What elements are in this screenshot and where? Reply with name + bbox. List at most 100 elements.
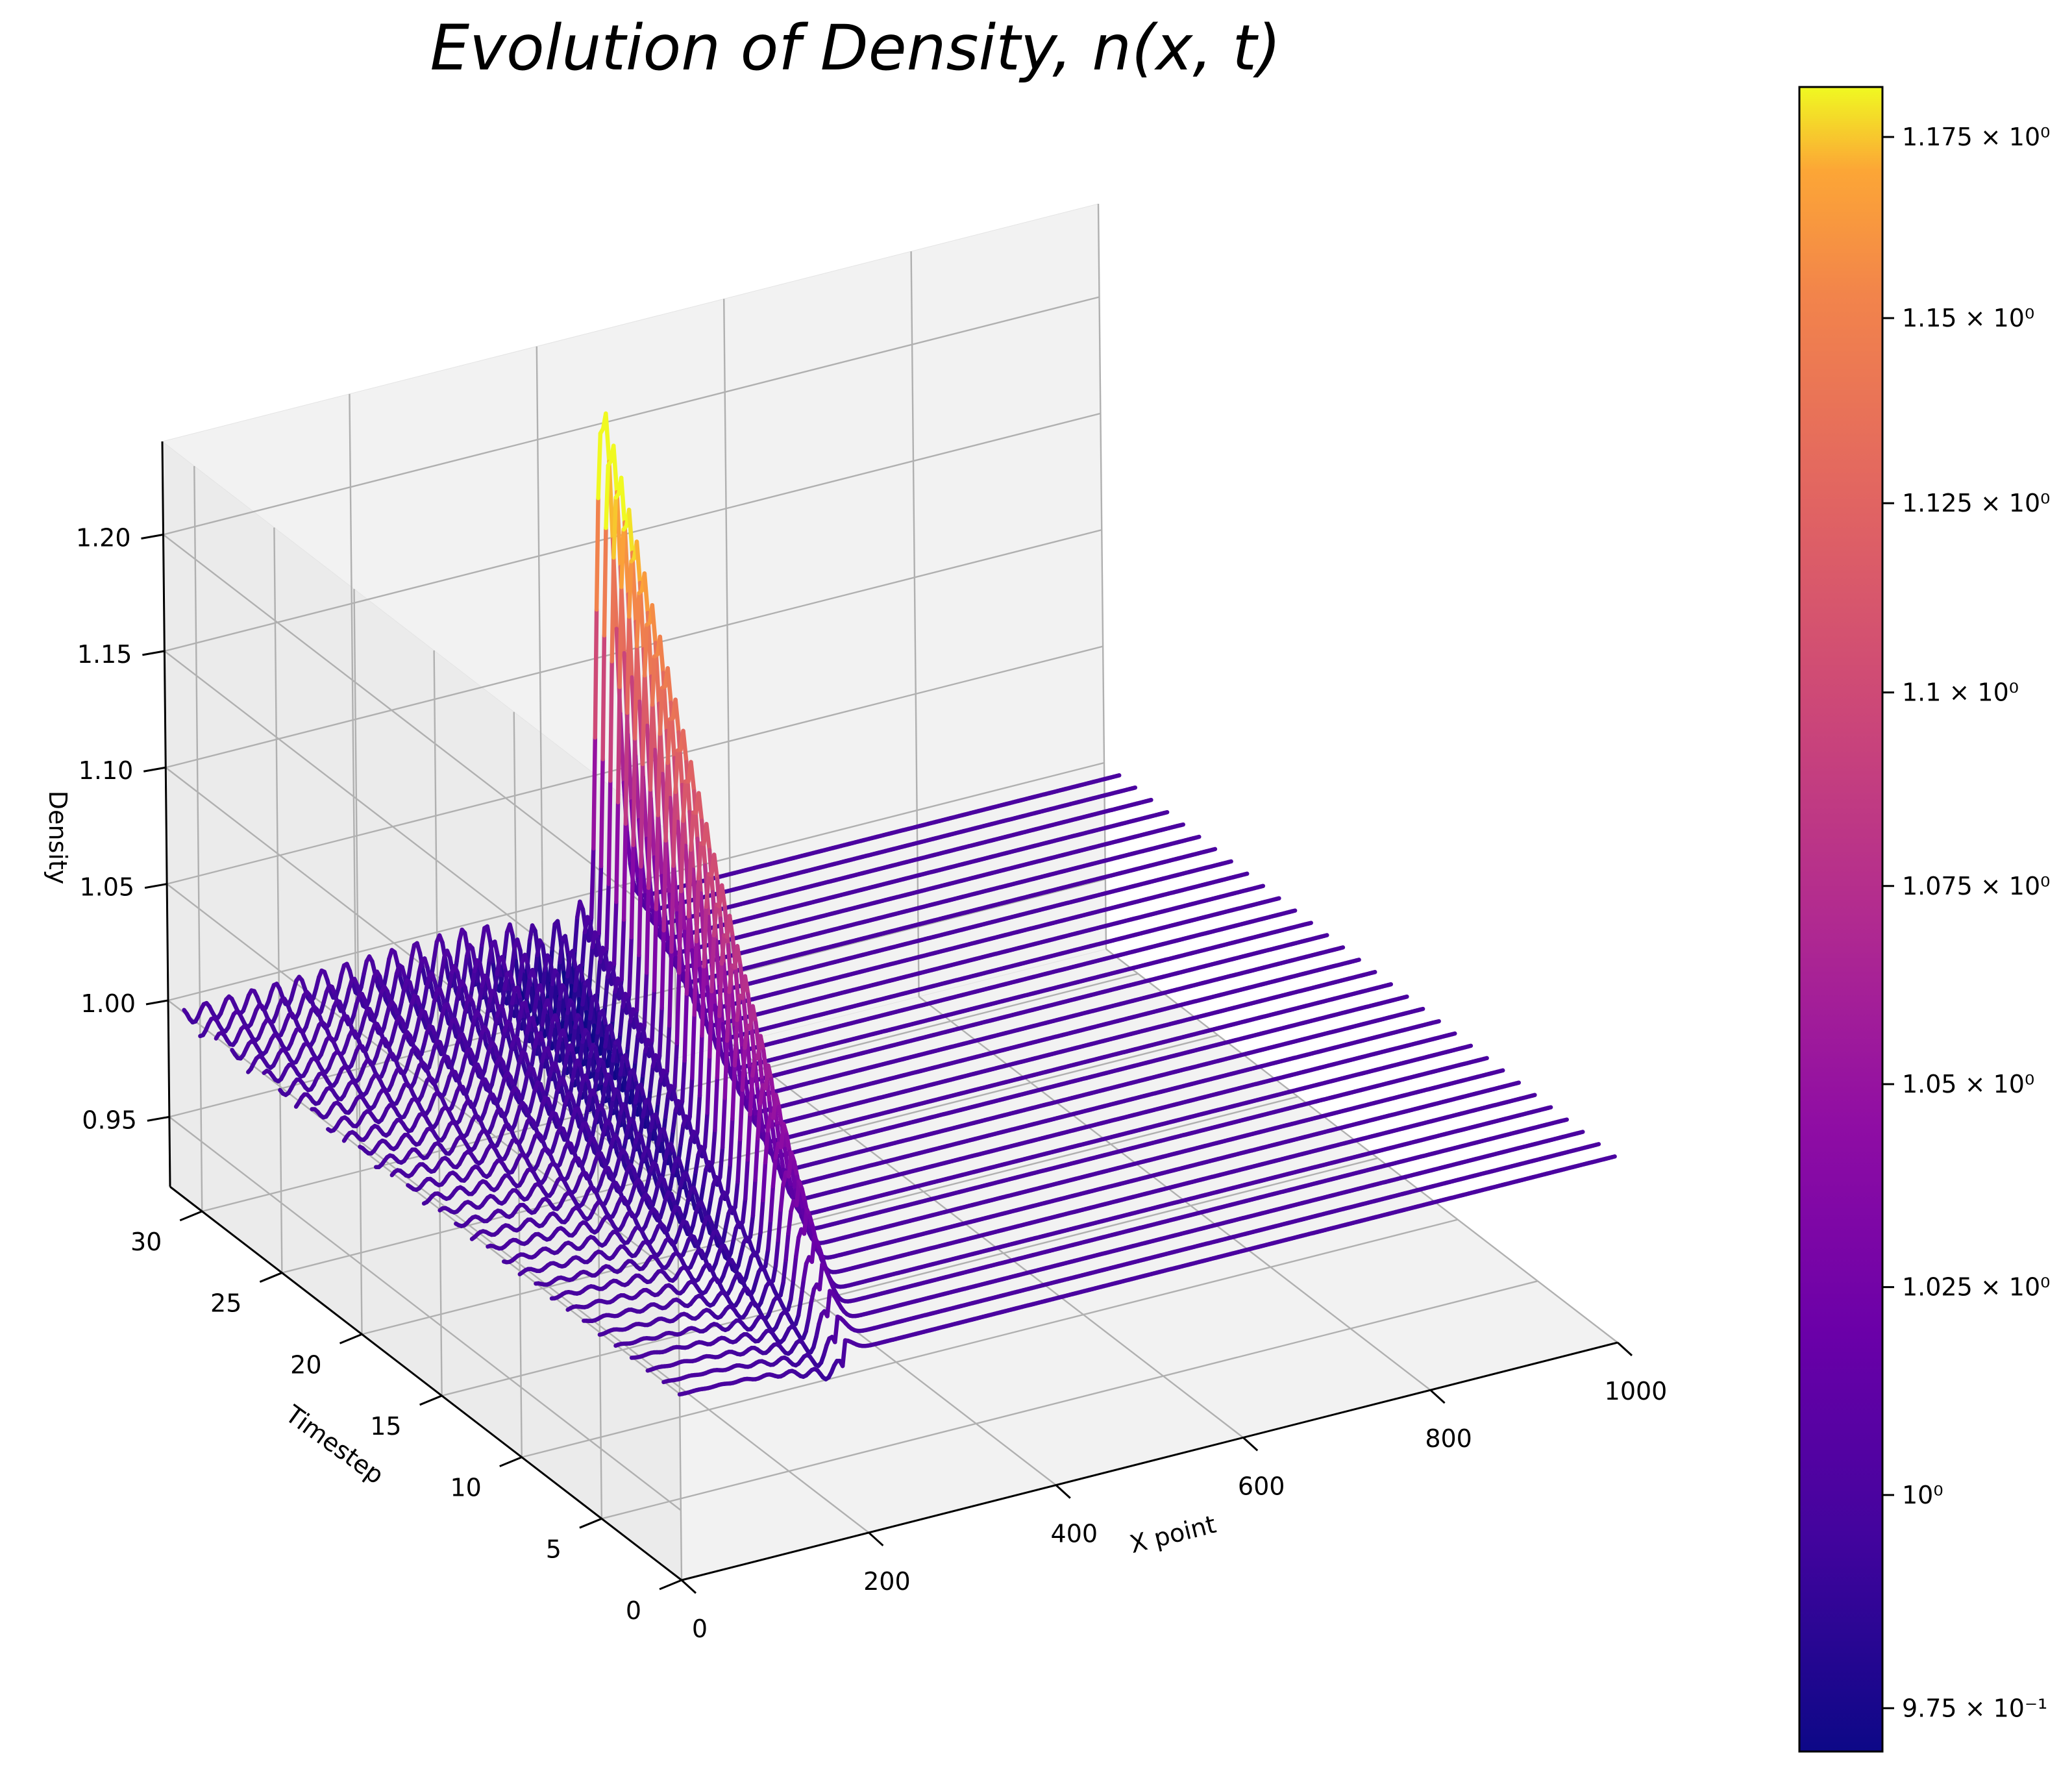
series-segment xyxy=(422,985,429,1005)
series-segment xyxy=(618,1055,625,1077)
series-segment xyxy=(391,971,399,990)
series-segment xyxy=(366,985,374,1003)
series-segment xyxy=(634,539,643,586)
series-segment xyxy=(507,1043,515,1062)
series-segment xyxy=(437,1014,444,1032)
series-segment xyxy=(678,819,685,893)
series-segment xyxy=(598,757,605,869)
series-segment xyxy=(676,889,684,975)
series-segment xyxy=(432,939,439,961)
gridline xyxy=(356,1138,870,1533)
series-segment xyxy=(692,939,699,1017)
series-segment xyxy=(653,1142,661,1163)
y-tick-mark xyxy=(179,1210,203,1222)
series-segment xyxy=(611,495,619,560)
series-segment xyxy=(694,876,701,944)
series-segment xyxy=(359,971,366,989)
series-segment xyxy=(608,1023,616,1043)
series-segment xyxy=(629,843,635,940)
density-series-line xyxy=(278,602,1218,1097)
series-segment xyxy=(597,864,604,935)
gridline xyxy=(163,296,1100,536)
z-tick-label: 1.10 xyxy=(79,756,134,785)
series-segment xyxy=(671,1108,678,1133)
series-segment xyxy=(1322,933,1329,938)
series-segment xyxy=(595,960,602,995)
x-tick-label: 1000 xyxy=(1605,1377,1668,1406)
series-segment xyxy=(686,847,693,919)
series-segment xyxy=(517,960,524,985)
series-segment xyxy=(585,1054,593,1078)
series-segment xyxy=(623,710,630,826)
series-segment xyxy=(467,1028,475,1046)
series-segment xyxy=(681,779,688,823)
chart-title: Evolution of Density, n(x, t) xyxy=(430,12,1281,84)
series-segment xyxy=(593,993,601,1015)
series-segment xyxy=(646,787,653,890)
series-segment xyxy=(593,1068,600,1091)
series-segment xyxy=(574,1069,582,1091)
series-segment xyxy=(672,1041,680,1089)
series-segment xyxy=(515,1015,522,1038)
y-tick-label: 5 xyxy=(546,1535,561,1563)
series-segment xyxy=(642,623,649,678)
series-segment xyxy=(586,978,593,1000)
y-tick-label: 10 xyxy=(450,1474,481,1502)
series-segment xyxy=(1178,822,1185,828)
series-segment xyxy=(606,778,613,887)
series-segment xyxy=(638,1114,645,1138)
series-segment xyxy=(608,1096,615,1118)
x-tick-label: 400 xyxy=(1051,1520,1098,1548)
series-segment xyxy=(508,970,515,987)
series-segment xyxy=(469,1015,477,1033)
gridline xyxy=(521,1219,1459,1458)
series-segment xyxy=(570,1063,578,1083)
series-segment xyxy=(624,830,633,866)
series-segment xyxy=(454,939,462,964)
series-segment xyxy=(600,633,607,762)
series-segment xyxy=(614,800,621,904)
series-segment xyxy=(602,974,610,1009)
series-segment xyxy=(623,1125,630,1145)
x-axis-line xyxy=(681,1341,1618,1581)
series-segment xyxy=(684,914,691,996)
series-segment xyxy=(409,943,417,960)
series-segment xyxy=(650,654,657,707)
series-segment xyxy=(492,1013,500,1034)
series-segment xyxy=(555,919,563,943)
series-segment xyxy=(469,969,477,992)
gridline xyxy=(731,1043,1244,1439)
series-segment xyxy=(389,985,397,1003)
y-tick-mark xyxy=(259,1272,282,1283)
series-segment xyxy=(502,971,510,991)
series-segment xyxy=(648,1063,656,1092)
gridline xyxy=(441,1157,1378,1397)
z-tick-mark xyxy=(144,883,167,889)
gridline xyxy=(910,251,920,997)
y-tick-label: 25 xyxy=(210,1289,241,1318)
series-segment xyxy=(648,1114,656,1133)
x-tick-mark xyxy=(1242,1437,1259,1452)
series-segment xyxy=(563,934,571,958)
z-tick-mark xyxy=(147,1115,170,1122)
x-tick-label: 200 xyxy=(863,1567,911,1596)
series-segment xyxy=(399,986,406,1004)
series-segment xyxy=(602,525,608,638)
series-segment xyxy=(704,872,711,910)
series-segment xyxy=(500,954,508,973)
z-tick-mark xyxy=(142,650,165,656)
series-segment xyxy=(462,1000,469,1019)
series-segment xyxy=(596,431,603,501)
series-segment xyxy=(443,958,451,980)
series-segment xyxy=(667,949,674,1028)
density-series-line xyxy=(246,539,1185,1074)
series-segment xyxy=(1114,773,1122,778)
series-segment xyxy=(515,985,523,1002)
series-segment xyxy=(589,846,596,921)
series-segment xyxy=(484,998,492,1020)
series-segment xyxy=(645,1128,653,1151)
series-segment xyxy=(608,659,614,783)
series-segment xyxy=(604,463,611,530)
gridline xyxy=(353,589,363,1335)
z-tick-label: 1.05 xyxy=(79,873,134,902)
